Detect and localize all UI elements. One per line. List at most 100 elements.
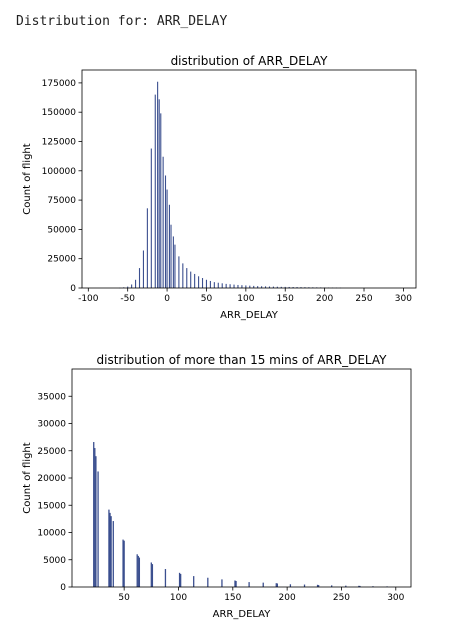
chart2-bar — [138, 557, 141, 587]
chart1-y-tick-label: 175000 — [42, 79, 77, 89]
chart2-bar — [164, 569, 167, 587]
chart1-bar — [304, 287, 306, 288]
chart2-x-tick-label: 200 — [279, 593, 296, 603]
chart2-bar — [123, 540, 125, 587]
chart2-x-tick-label: 50 — [118, 593, 130, 603]
distribution-header: Distribution for: ARR_DELAY — [16, 14, 227, 29]
chart1-y-tick-label: 50000 — [47, 225, 76, 235]
chart1-bar — [217, 282, 219, 288]
chart1-bar — [261, 286, 263, 288]
chart2-bar — [207, 577, 209, 587]
chart2-bar — [276, 583, 279, 587]
chart1-bar — [150, 148, 152, 288]
chart1-plot-frame — [81, 69, 417, 289]
chart2-bar — [150, 562, 152, 587]
chart2-bar — [303, 584, 306, 587]
chart2-bar — [108, 509, 110, 587]
chart1-bar — [264, 286, 267, 288]
chart1-bar — [131, 284, 133, 288]
chart1-x-tick-label: -100 — [78, 294, 99, 304]
chart2-bar — [122, 539, 124, 587]
chart2-bar — [109, 512, 111, 587]
chart1-bar — [186, 268, 188, 288]
chart1-bar — [168, 204, 170, 288]
chart1-bar — [280, 286, 282, 288]
chart1-bar — [225, 283, 227, 288]
chart2-bar — [372, 586, 374, 587]
chart1-bar — [135, 279, 137, 288]
chart1-y-tick-label: 125000 — [42, 137, 77, 147]
chart1-title: distribution of ARR_DELAY — [171, 54, 329, 68]
chart2-y-tick-label: 5000 — [43, 556, 66, 566]
chart1-bar — [249, 285, 251, 288]
chart1-x-tick-label: 50 — [201, 294, 213, 304]
chart2-x-tick-label: 150 — [224, 593, 241, 603]
header-column: ARR_DELAY — [156, 14, 228, 29]
chart1-x-axis-label: ARR_DELAY — [220, 310, 279, 321]
chart2-y-tick-label: 20000 — [37, 474, 66, 484]
chart1-bar — [292, 287, 294, 288]
chart2-y-tick-label: 35000 — [37, 392, 66, 402]
chart2-bar — [112, 521, 114, 587]
chart2-y-tick-label: 0 — [60, 583, 66, 593]
chart1-x-tick-label: 250 — [355, 294, 372, 304]
chart2-bar — [221, 579, 223, 587]
chart1-x-tick-label: 100 — [237, 294, 254, 304]
chart2-bar — [358, 585, 360, 587]
chart1-bar — [158, 99, 160, 288]
chart1-bar — [166, 189, 168, 288]
chart1-bar — [182, 263, 184, 288]
chart2-bar — [136, 554, 138, 587]
chart2-bar — [95, 456, 97, 587]
chart2-y-tick-label: 15000 — [37, 501, 66, 511]
chart2-bar — [289, 584, 292, 587]
chart1-bar — [288, 286, 290, 288]
chart1-bar — [194, 273, 196, 288]
chart1-bar — [170, 224, 172, 288]
chart1-bar — [146, 208, 148, 288]
chart2-bar — [345, 585, 347, 587]
chart1-x-tick-label: 300 — [395, 294, 412, 304]
header-prefix: Distribution for: — [16, 14, 150, 29]
chart2-bar — [275, 583, 277, 587]
chart-arr-delay-distribution: -100 -50 0 50 100 150 200 250 300 0 25000 50000 7500… — [22, 54, 417, 321]
chart2-bar — [93, 442, 95, 587]
chart1-bar — [209, 280, 211, 288]
chart1-bar — [142, 250, 144, 288]
chart1-bar — [253, 285, 255, 288]
chart-arr-delay-over-15: 50 100 150 200 250 300 0 5000 10000 15000 20000 250… — [22, 353, 412, 620]
chart1-y-tick-label: 0 — [70, 284, 76, 294]
chart1-bar — [138, 268, 141, 288]
chart1-bar — [164, 175, 167, 288]
chart2-bar — [331, 585, 333, 587]
chart1-bar — [160, 113, 162, 288]
chart1-x-tick-label: -50 — [120, 294, 135, 304]
chart1-x-tick-label: 150 — [277, 294, 294, 304]
chart1-bar — [276, 286, 278, 288]
chart1-x-tick-label: 0 — [164, 294, 170, 304]
chart2-bar — [137, 555, 139, 587]
chart1-bar — [154, 94, 156, 288]
chart2-x-tick-label: 300 — [387, 593, 404, 603]
chart1-bar — [257, 286, 259, 288]
chart1-bar — [296, 287, 298, 288]
chart2-bar — [359, 585, 361, 587]
chart2-bar — [151, 564, 154, 587]
chart1-bar — [172, 236, 174, 288]
chart2-y-axis-label: Count of flight — [22, 442, 33, 513]
chart1-bar — [233, 284, 235, 288]
chart2-x-tick-label: 100 — [170, 593, 187, 603]
chart2-bar — [180, 573, 182, 587]
chart2-bar — [193, 576, 195, 587]
chart1-bar — [174, 244, 176, 288]
chart1-bar — [201, 278, 204, 288]
chart1-bar — [157, 81, 159, 288]
chart1-bar — [229, 284, 231, 288]
chart2-bar — [234, 580, 236, 587]
chart1-bar — [221, 283, 223, 288]
chart2-bar — [94, 448, 96, 587]
chart2-bar — [178, 572, 181, 587]
chart1-bar — [198, 276, 200, 288]
chart1-bar — [300, 287, 302, 288]
chart1-bar — [127, 286, 129, 288]
